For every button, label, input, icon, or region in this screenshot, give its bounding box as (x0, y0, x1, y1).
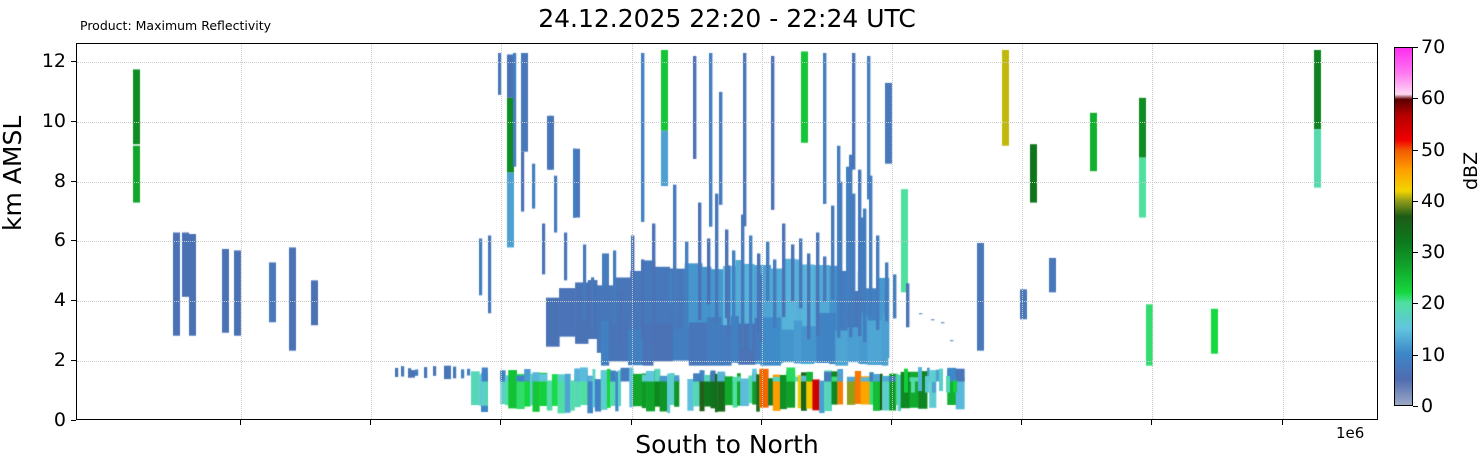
x-tick-mark (760, 420, 762, 425)
x-axis-label: South to North (635, 430, 819, 459)
colorbar-tick-label: 10 (1421, 343, 1446, 366)
y-tick-mark (71, 300, 76, 302)
colorbar-tick-mark (1413, 354, 1418, 356)
x-tick-mark (240, 420, 241, 425)
y-tick-label: 0 (53, 409, 66, 431)
colorbar-tick-label: 40 (1421, 189, 1446, 212)
colorbar-tick-label: 20 (1421, 292, 1446, 315)
x-tick-mark (1281, 420, 1283, 425)
y-tick-mark (71, 240, 76, 242)
y-tick-label: 6 (53, 229, 66, 252)
colorbar-gradient (1394, 47, 1413, 406)
x-tick-mark (1021, 420, 1023, 425)
y-tick-label: 2 (53, 349, 66, 372)
y-axis-label: km AMSL (0, 115, 27, 231)
y-tick-mark (71, 60, 76, 62)
colorbar: 0 10 20 30 40 50 60 70 (1394, 36, 1445, 417)
x-tick-mark (891, 420, 892, 425)
colorbar-tick-mark (1413, 252, 1418, 254)
x-axis-offset-text: 1e6 (1336, 424, 1365, 442)
x-tick-mark (370, 420, 372, 425)
colorbar-tick-label: 70 (1421, 36, 1446, 58)
colorbar-tick-label: 50 (1421, 138, 1446, 161)
colorbar-tick-mark (1413, 98, 1418, 100)
x-tick-mark (630, 420, 632, 425)
colorbar-tick-mark (1413, 47, 1418, 48)
y-tick-label: 10 (41, 109, 66, 132)
colorbar-tick-mark (1413, 406, 1418, 407)
y-tick-label: 12 (41, 49, 66, 72)
page-title: 24.12.2025 22:20 - 22:24 UTC (538, 4, 916, 33)
x-tick-mark (500, 420, 502, 425)
y-tick-mark (71, 180, 76, 182)
colorbar-tick-label: 30 (1421, 241, 1446, 264)
y-tick-mark (71, 360, 76, 362)
product-annotation: Product: Maximum Reflectivity (80, 18, 272, 33)
y-tick-mark (71, 420, 76, 421)
plot-axes (76, 43, 1378, 420)
reflectivity-heatmap-canvas (77, 44, 1377, 419)
y-tick-label: 8 (53, 169, 66, 192)
x-tick-mark (1151, 420, 1153, 425)
y-tick-mark (71, 120, 76, 122)
colorbar-tick-label: 60 (1421, 87, 1446, 110)
colorbar-tick-mark (1413, 149, 1418, 151)
colorbar-axis-label: dBZ (1460, 151, 1482, 190)
colorbar-tick-mark (1413, 200, 1418, 202)
colorbar-tick-mark (1413, 303, 1418, 305)
colorbar-tick-label: 0 (1421, 395, 1434, 417)
y-tick-label: 4 (53, 289, 66, 312)
